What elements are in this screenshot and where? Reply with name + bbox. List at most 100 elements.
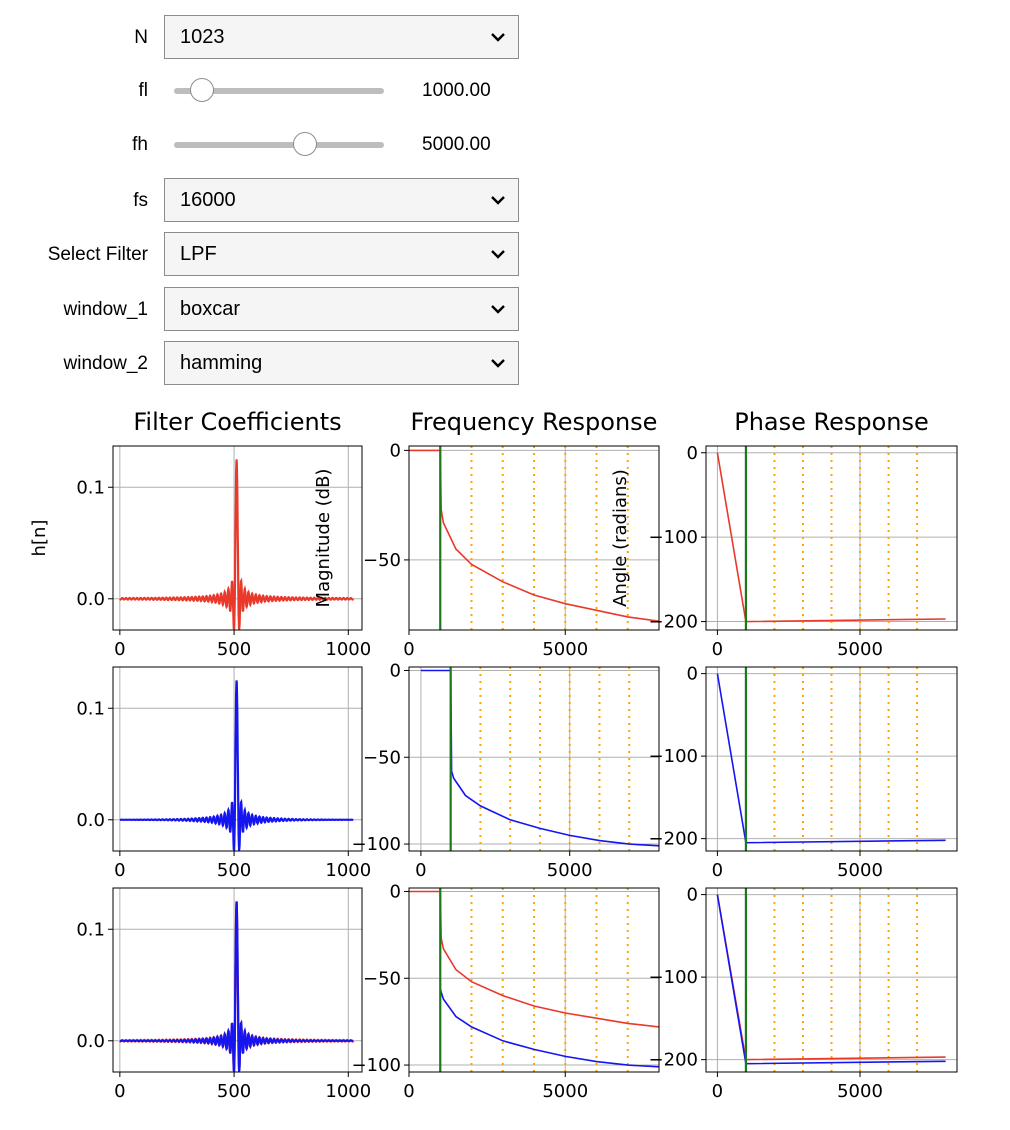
chevron-down-icon (491, 33, 505, 42)
control-fl: fl 1000.00 (0, 68, 560, 114)
chevron-down-icon (491, 250, 505, 259)
axes-frame (408, 445, 660, 631)
subplot-3-3: 0 5000 0 −100 −200 (649, 885, 958, 1102)
axes-frame (705, 445, 958, 631)
x-tick-label: 0 (403, 639, 414, 660)
y-tick-label: −50 (363, 968, 401, 989)
select-filter-value: LPF (180, 243, 217, 265)
control-fh: fh 5000.00 (0, 122, 560, 168)
fs-dropdown-value: 16000 (180, 189, 236, 211)
axes-frame (112, 887, 363, 1073)
x-tick-label: 500 (217, 860, 251, 881)
subplot-2-2: 0 5000 0 −50 −100 (352, 660, 660, 881)
fl-slider-thumb[interactable] (189, 78, 214, 102)
x-tick-label: 0 (114, 1081, 125, 1102)
x-tick-label: 0 (403, 1081, 414, 1102)
window-1-dropdown[interactable]: boxcar (164, 287, 519, 331)
y-tick-label: 0 (687, 885, 698, 906)
window-2-dropdown[interactable]: hamming (164, 341, 519, 385)
subplot-3-1: 0 500 1000 0.0 0.1 (76, 887, 371, 1102)
y-tick-label: 0 (687, 664, 698, 685)
y-tick-label: −200 (649, 829, 698, 850)
x-tick-label: 500 (217, 639, 251, 660)
x-tick-label: 1000 (325, 860, 371, 881)
y-tick-label: −100 (649, 967, 698, 988)
y-axis-label: h[n] (29, 520, 50, 557)
window-1-label: window_1 (63, 299, 149, 320)
y-tick-label: 0.0 (76, 1031, 105, 1052)
y-tick-label: −50 (363, 747, 401, 768)
y-tick-label: 0.1 (76, 477, 105, 498)
x-tick-label: 0 (712, 1081, 723, 1102)
fh-slider[interactable] (164, 122, 394, 168)
x-tick-label: 0 (415, 860, 426, 881)
control-fs: fs 16000 (0, 178, 560, 224)
axes-frame (112, 445, 363, 631)
x-tick-label: 5000 (542, 1081, 588, 1102)
subplot-title: Filter Coefficients (133, 408, 341, 436)
subplot-title: Frequency Response (411, 408, 658, 436)
chevron-down-icon (491, 305, 505, 314)
x-tick-label: 0 (114, 639, 125, 660)
x-tick-label: 500 (217, 1081, 251, 1102)
subplot-1-2: 0 5000 0 −50 Frequency Response Magnitude (dB… (313, 408, 660, 660)
y-tick-label: −100 (352, 834, 401, 855)
coefficients-series-2 (119, 901, 354, 1072)
y-tick-label: 0.0 (76, 589, 105, 610)
control-select-filter: Select Filter LPF (0, 232, 560, 278)
control-window-1: window_1 boxcar (0, 287, 560, 333)
fl-slider[interactable] (164, 68, 394, 114)
axes-frame (705, 887, 958, 1073)
x-tick-label: 0 (712, 860, 723, 881)
coefficients-series-1 (118, 459, 355, 630)
n-label: N (134, 27, 148, 48)
y-tick-label: 0 (390, 440, 401, 461)
n-dropdown-value: 1023 (180, 26, 225, 48)
x-tick-label: 5000 (837, 860, 883, 881)
subplot-1-3: 0 5000 0 −100 −200 Phase Response Angle (radia… (610, 408, 958, 660)
y-tick-label: −200 (649, 1050, 698, 1071)
fh-slider-track[interactable] (174, 142, 384, 148)
y-tick-label: −100 (649, 746, 698, 767)
y-axis-label: Magnitude (dB) (313, 469, 334, 608)
axes-frame (408, 887, 660, 1073)
x-tick-label: 5000 (837, 639, 883, 660)
coefficients-series-1 (119, 680, 354, 851)
n-dropdown[interactable]: 1023 (164, 15, 519, 59)
fh-label: fh (132, 134, 148, 155)
fs-dropdown[interactable]: 16000 (164, 178, 519, 222)
fs-label: fs (133, 190, 148, 211)
y-tick-label: −50 (363, 550, 401, 571)
y-tick-label: 0.0 (76, 810, 105, 831)
control-n: N 1023 (0, 15, 560, 61)
fh-value: 5000.00 (422, 134, 491, 155)
subplot-title: Phase Response (734, 408, 929, 436)
select-filter-label: Select Filter (47, 244, 148, 265)
window-2-label: window_2 (63, 353, 149, 374)
y-tick-label: 0 (687, 443, 698, 464)
response-series-2 (439, 988, 659, 1068)
fl-slider-track[interactable] (174, 88, 384, 94)
x-tick-label: 1000 (325, 639, 371, 660)
window-1-value: boxcar (180, 298, 241, 320)
chevron-down-icon (491, 196, 505, 205)
y-tick-label: 0 (390, 881, 401, 902)
axes-frame (705, 666, 958, 852)
x-tick-label: 1000 (325, 1081, 371, 1102)
y-tick-label: 0.1 (76, 698, 105, 719)
fl-label: fl (138, 80, 149, 101)
subplot-1-1: 0 500 1000 0.0 0.1 Filter Coefficients h[n] (29, 408, 371, 660)
x-tick-label: 5000 (837, 1081, 883, 1102)
select-filter-dropdown[interactable]: LPF (164, 232, 519, 276)
y-tick-label: 0.1 (76, 919, 105, 940)
axes-frame (112, 666, 363, 852)
x-tick-label: 5000 (542, 639, 588, 660)
fh-slider-thumb[interactable] (292, 132, 317, 156)
subplot-2-1: 0 500 1000 0.0 0.1 (76, 666, 371, 881)
y-tick-label: −100 (649, 527, 698, 548)
subplot-3-2: 0 5000 0 −50 −100 (352, 881, 660, 1102)
y-tick-label: 0 (390, 660, 401, 681)
x-tick-label: 0 (712, 639, 723, 660)
x-tick-label: 0 (114, 860, 125, 881)
